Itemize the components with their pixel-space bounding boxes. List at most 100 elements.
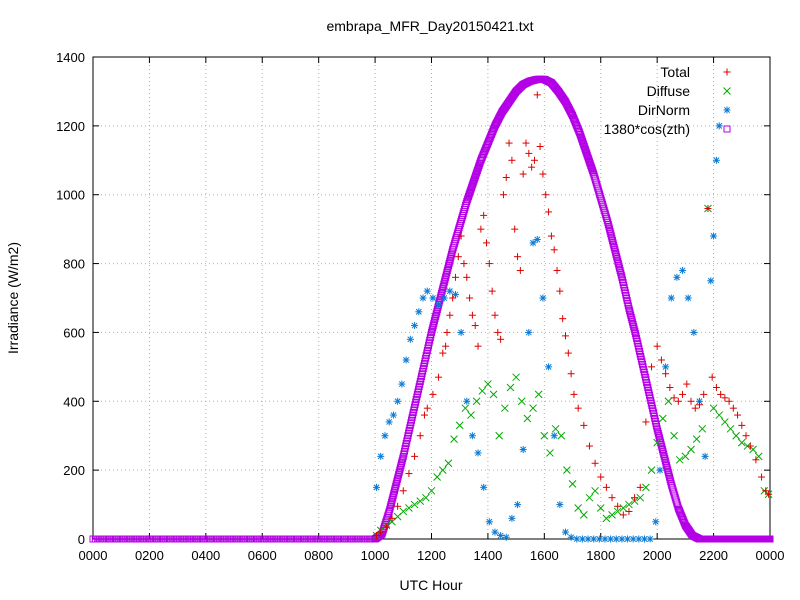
data-point [642,483,650,492]
data-point [662,370,670,378]
data-point [563,466,571,474]
data-point [411,452,419,460]
data-point [530,156,538,164]
data-point [704,204,712,212]
data-point [392,480,400,488]
x-tick-label: 1000 [361,548,390,563]
data-point [595,535,603,543]
data-point [585,442,593,450]
data-point [613,253,621,261]
legend-marker [723,106,731,114]
data-point [721,394,729,402]
data-point [472,397,481,406]
data-point [387,501,395,509]
data-point [710,232,718,240]
data-point [441,276,449,284]
data-point [372,532,380,540]
data-point [666,473,674,481]
x-tick-label: 0200 [135,548,164,563]
data-point [405,470,413,478]
data-point [627,311,635,319]
data-point [514,253,522,261]
data-point [442,271,450,279]
data-point [525,328,533,336]
data-point [725,397,733,405]
data-point [480,483,488,491]
data-point [545,208,553,216]
data-point [683,380,691,388]
data-point [483,239,491,247]
data-point [392,482,400,490]
data-point [419,294,427,302]
data-point [505,139,513,147]
data-point [615,262,623,270]
data-point [602,514,611,523]
data-point [611,246,619,254]
data-point [478,387,487,395]
y-tick-label: 1200 [56,119,85,134]
data-point [626,307,634,315]
data-point [608,234,616,242]
data-point [646,535,654,543]
data-point [511,225,519,233]
data-point [461,404,470,413]
data-point [423,287,431,295]
data-point [410,500,419,509]
x-tick-label: 0000 [756,548,785,563]
data-point [607,230,615,238]
data-point [474,342,482,350]
data-point [386,505,394,513]
y-tick-label: 400 [63,394,85,409]
data-point [502,174,510,181]
data-point [729,404,737,412]
data-point [372,483,380,491]
data-point [539,170,547,178]
data-point [445,262,453,270]
data-point [614,257,622,265]
data-point [613,255,621,263]
data-point [471,322,479,330]
data-point [667,294,675,302]
data-point [390,489,398,497]
data-point [580,421,588,429]
data-point [428,328,435,336]
data-point [388,496,396,504]
data-point [494,328,502,336]
data-point [687,397,695,405]
data-point [715,411,724,419]
data-point [636,483,644,491]
data-point [533,91,541,99]
data-point [497,335,505,343]
data-point [429,324,437,332]
data-point [385,418,393,426]
data-point [666,384,674,392]
data-point [398,457,406,465]
data-point [519,445,527,453]
data-point [416,432,424,440]
data-point [485,260,493,268]
data-point [673,500,681,508]
data-point [663,462,671,470]
data-point [393,478,401,486]
data-point [446,311,454,319]
data-point [540,431,549,440]
legend-marker [723,87,731,95]
y-tick-label: 200 [63,463,85,478]
legend-label: DirNorm [638,102,690,118]
legend-label: Total [660,64,690,80]
data-point [738,421,746,429]
data-point [681,452,690,461]
data-point [433,473,441,481]
data-point [742,432,750,440]
data-point [585,493,594,502]
data-point [579,511,588,519]
data-point [568,480,577,488]
data-point [596,504,605,512]
data-point [529,404,537,413]
data-point [590,535,598,543]
data-point [523,414,532,423]
data-point [446,257,454,265]
data-point [545,363,553,371]
x-tick-label: 1400 [473,548,502,563]
